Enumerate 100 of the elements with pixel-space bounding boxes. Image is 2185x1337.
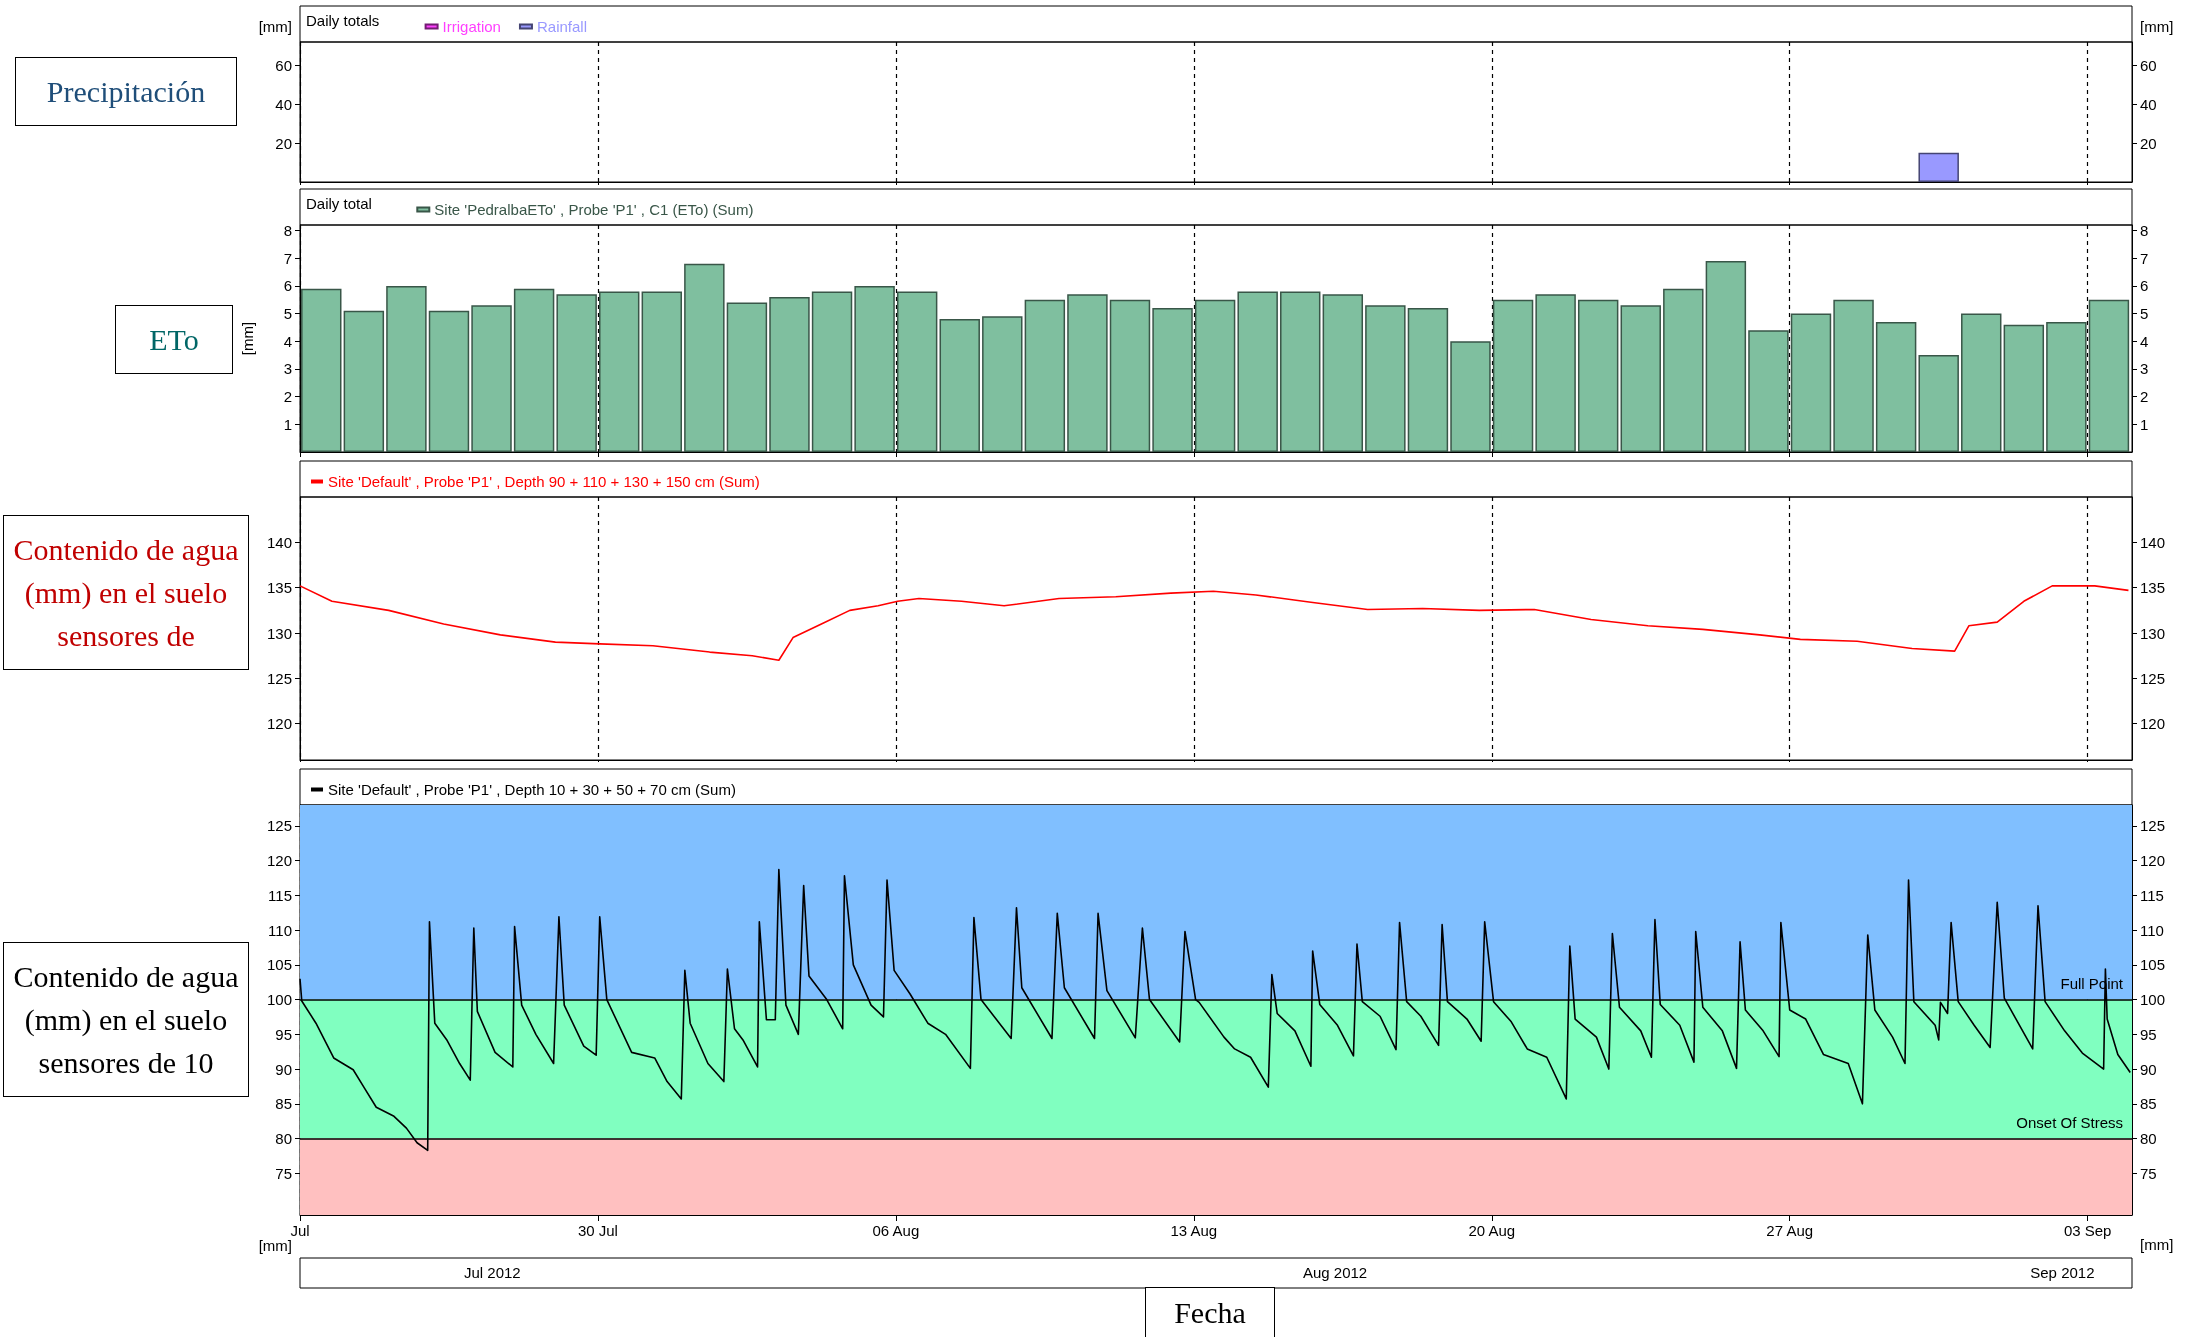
y-tick-label: 100: [266, 991, 292, 1009]
legend-label: Site 'PedralbaETo' , Probe 'P1' , C1 (ETo) (Sum): [434, 201, 754, 218]
y-tick-label: 130: [266, 624, 292, 642]
line-series: [299, 585, 2130, 662]
y2-tick-label: 75: [2140, 1164, 2157, 1182]
y-tick-label: 75: [275, 1164, 292, 1182]
y-tick-label: 105: [266, 956, 292, 974]
y-tick-label: 90: [275, 1060, 292, 1078]
x-tick-label: Jul: [290, 1222, 310, 1239]
y2-tick-label: 110: [2140, 921, 2164, 939]
y-tick-label: 80: [275, 1130, 292, 1148]
y2-tick-label: 105: [2140, 956, 2166, 974]
y2-tick-label: 5: [2140, 305, 2149, 323]
bar: [1535, 294, 1576, 452]
y-tick-label: 60: [275, 56, 292, 74]
y-tick-label: 6: [283, 277, 292, 295]
bar: [1365, 305, 1406, 452]
y-tick-label: 125: [266, 669, 292, 687]
bar: [1407, 308, 1449, 452]
y-tick-label: 4: [283, 332, 292, 350]
bar: [513, 288, 555, 452]
bar: [1620, 305, 1661, 452]
x-tick-label: 20 Aug: [1468, 1222, 1516, 1239]
y2-tick-label: 95: [2140, 1025, 2157, 1043]
y2-tick-label: 60: [2140, 56, 2157, 74]
legend-label: Site 'Default' , Probe 'P1' , Depth 90 + 110 + 130 + 150 cm (Sum): [328, 473, 760, 490]
bar: [1790, 313, 1832, 452]
bar: [811, 291, 853, 452]
y-tick-label: 8: [283, 222, 292, 240]
legend-title: Daily totals: [306, 12, 380, 29]
y2-tick-label: 125: [2140, 817, 2166, 835]
bar: [1322, 294, 1364, 452]
y-tick-label: 120: [266, 852, 292, 870]
bar: [599, 291, 640, 452]
bar: [896, 291, 938, 452]
text: Aug 2012: [1302, 1264, 1368, 1281]
x-tick-label: 13 Aug: [1170, 1222, 1218, 1239]
y2-tick-label: 90: [2140, 1060, 2157, 1078]
x-tick-label: 06 Aug: [872, 1222, 920, 1239]
bar: [982, 316, 1023, 452]
y2-tick-label: 115: [2140, 886, 2164, 904]
bar: [2046, 321, 2087, 452]
y-tick-label: 2: [283, 388, 292, 406]
y-tick-label: 5: [283, 305, 292, 323]
bar: [301, 288, 342, 452]
bar: [2003, 324, 2045, 452]
text: ETo: [115, 305, 233, 374]
y-tick-label: 125: [266, 817, 292, 835]
bar: [854, 285, 895, 452]
bar: [2088, 299, 2130, 452]
bar: [1705, 260, 1747, 452]
y2-tick-label: 130: [2140, 624, 2166, 642]
y-tick-label: 110: [268, 921, 292, 939]
legend-label: Rainfall: [536, 18, 587, 35]
y-axis-title: [mm]: [258, 1236, 292, 1254]
y2-tick-label: 6: [2140, 277, 2149, 295]
y-tick-label: 3: [283, 360, 292, 378]
bar: [1152, 308, 1193, 452]
y2-axis-title: [mm]: [2140, 18, 2174, 35]
bar: [1024, 299, 1066, 452]
bar: [1237, 291, 1278, 452]
bar: [939, 319, 980, 452]
y-tick-label: 7: [283, 249, 292, 267]
bar: [1875, 321, 1917, 452]
y2-tick-label: 2: [2140, 388, 2149, 406]
x-tick-label: 27 Aug: [1766, 1222, 1814, 1239]
y-tick-label: 140: [266, 533, 292, 551]
bar: [343, 310, 385, 452]
y-axis-title: [mm]: [258, 18, 292, 35]
bar: [1450, 341, 1491, 452]
legend-title: Daily total: [306, 195, 372, 212]
y-tick-label: 20: [275, 134, 292, 152]
y2-tick-label: 8: [2140, 222, 2149, 240]
bar: [556, 294, 597, 452]
y2-tick-label: 80: [2140, 1130, 2157, 1148]
y2-tick-label: 7: [2140, 249, 2149, 267]
bar: [684, 263, 725, 452]
y2-tick-label: 135: [2140, 579, 2166, 597]
bar: [1663, 288, 1704, 452]
bar: [641, 291, 683, 452]
legend-label: Site 'Default' , Probe 'P1' , Depth 10 + 30 + 50 + 70 cm (Sum): [328, 781, 736, 798]
text: Contenido de agua (mm) en el suelo sensores de: [3, 514, 249, 670]
y-tick-label: 85: [275, 1095, 292, 1113]
y-tick-label: 135: [266, 579, 292, 597]
text: Jul 2012: [464, 1264, 521, 1281]
bar: [1492, 299, 1534, 452]
y2-tick-label: 20: [2140, 134, 2157, 152]
bar: [1918, 355, 1959, 452]
legend-label: Irrigation: [442, 18, 501, 35]
y-tick-label: 95: [275, 1025, 292, 1043]
bar: [1961, 313, 2002, 452]
bar: [769, 296, 810, 452]
bar: [1833, 299, 1874, 452]
y2-tick-label: 120: [2140, 852, 2166, 870]
x-axis-title: Fecha: [1145, 1287, 1275, 1337]
bar: [1577, 299, 1619, 452]
y2-tick-label: 120: [2140, 715, 2166, 733]
y2-tick-label: 85: [2140, 1095, 2157, 1113]
y-tick-label: 120: [266, 715, 292, 733]
bar: [1748, 330, 1789, 452]
